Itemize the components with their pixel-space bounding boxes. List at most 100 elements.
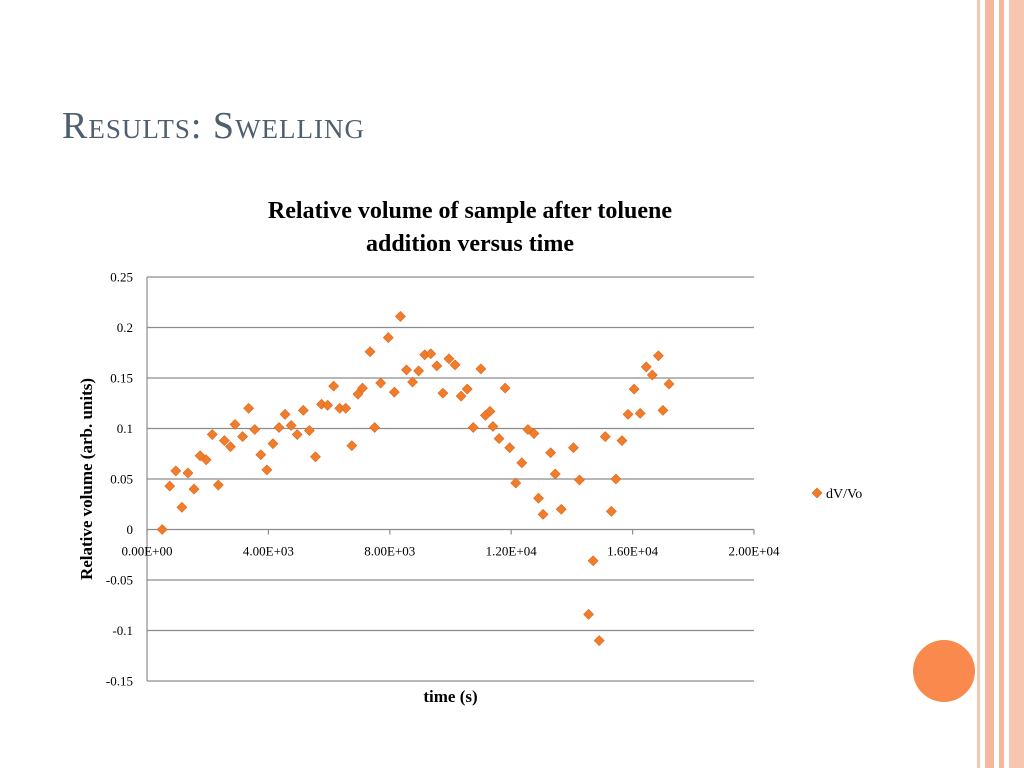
data-point	[340, 402, 352, 414]
y-tick-label: 0.2	[117, 320, 133, 335]
data-point	[461, 383, 473, 395]
data-point	[303, 425, 315, 436]
data-point	[413, 365, 425, 377]
data-point	[484, 405, 496, 417]
data-point	[200, 454, 212, 466]
y-axis-title: Relative volume (arb. units)	[77, 378, 96, 580]
legend-marker	[811, 487, 823, 499]
data-point	[567, 442, 579, 454]
decorative-circle	[913, 640, 975, 702]
data-point	[243, 402, 255, 414]
data-point	[616, 435, 628, 447]
data-point	[504, 442, 516, 454]
data-point	[528, 428, 540, 439]
legend-label: dV/Vo	[826, 487, 862, 502]
data-point	[255, 449, 267, 461]
data-point	[634, 407, 646, 419]
data-point	[475, 363, 487, 375]
x-tick-label: 1.20E+04	[486, 544, 538, 559]
data-point	[291, 429, 303, 440]
slide-title: Results: Swelling	[62, 105, 366, 147]
data-point	[555, 503, 567, 515]
right-border-line	[977, 0, 980, 768]
data-point	[587, 555, 599, 567]
data-point	[437, 387, 449, 399]
data-point	[510, 477, 522, 489]
data-point	[516, 457, 528, 469]
data-point	[170, 465, 182, 477]
data-point	[176, 501, 188, 513]
data-point	[622, 408, 634, 420]
data-point	[549, 468, 561, 480]
scatter-chart: Relative volume of sample after toluene a…	[77, 198, 862, 706]
data-point	[533, 492, 544, 504]
data-point	[352, 388, 364, 400]
data-point	[545, 447, 557, 459]
data-point	[279, 408, 291, 420]
data-point	[401, 364, 412, 376]
data-point	[357, 382, 368, 394]
right-border-bar	[985, 0, 994, 768]
data-point	[652, 350, 664, 362]
y-tick-label: 0	[127, 522, 134, 537]
data-point	[188, 483, 200, 495]
y-tick-label: 0.05	[110, 472, 133, 487]
data-point	[164, 480, 176, 492]
data-point	[218, 435, 230, 447]
data-point	[375, 377, 387, 389]
y-tick-label: 0.15	[110, 371, 133, 386]
data-point	[261, 464, 273, 476]
right-border-bar	[1009, 0, 1024, 768]
data-point	[285, 420, 297, 431]
data-point	[449, 359, 461, 371]
data-point	[328, 380, 340, 392]
x-tick-label: 4.00E+03	[243, 544, 294, 559]
data-point	[212, 479, 224, 491]
data-point	[467, 422, 479, 433]
data-point	[364, 346, 376, 358]
data-point	[425, 348, 437, 360]
data-point	[297, 404, 309, 416]
x-axis-title: time (s)	[423, 687, 477, 706]
data-point	[455, 390, 467, 402]
data-point	[249, 424, 261, 435]
chart-title-line: Relative volume of sample after toluene	[268, 198, 672, 224]
data-point	[237, 431, 249, 443]
data-point	[493, 433, 505, 445]
data-point	[182, 467, 194, 479]
data-point	[628, 383, 640, 395]
data-point	[593, 635, 605, 647]
data-point	[487, 421, 499, 432]
chart-title-line: addition versus time	[366, 231, 574, 257]
data-point	[322, 399, 334, 411]
data-point	[605, 505, 617, 517]
data-point	[599, 431, 611, 443]
data-point	[499, 382, 511, 394]
data-point	[407, 376, 418, 388]
x-tick-label: 1.60E+04	[607, 544, 659, 559]
y-tick-label: 0.25	[110, 270, 133, 285]
data-point	[646, 369, 658, 381]
data-point	[382, 332, 394, 344]
x-tick-label: 0.00E+00	[121, 544, 172, 559]
data-point	[394, 310, 406, 322]
data-point	[663, 378, 675, 390]
data-point	[229, 419, 241, 430]
data-point	[583, 608, 595, 620]
data-point	[537, 508, 549, 520]
data-point	[431, 360, 443, 372]
x-tick-label: 8.00E+03	[364, 544, 415, 559]
y-tick-label: -0.1	[112, 623, 133, 638]
data-point	[346, 440, 358, 452]
y-tick-label: 0.1	[117, 421, 133, 436]
data-point	[443, 353, 455, 365]
data-point	[574, 474, 585, 486]
x-tick-label: 2.00E+04	[728, 544, 780, 559]
data-point	[657, 404, 669, 416]
data-point	[225, 441, 236, 453]
y-tick-label: -0.15	[106, 674, 133, 689]
data-point	[640, 361, 652, 373]
right-border-line	[999, 0, 1004, 768]
data-point	[156, 524, 168, 535]
data-point	[610, 473, 622, 485]
